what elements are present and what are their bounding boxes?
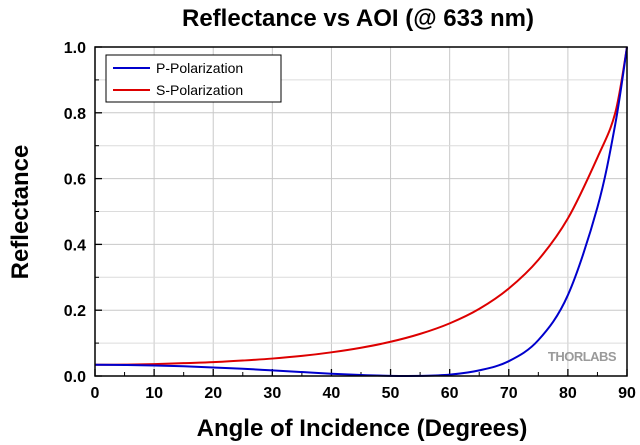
y-tick-label: 0.8 (64, 106, 86, 123)
x-tick-labels: 0 10 20 30 40 50 60 70 80 90 (91, 385, 636, 402)
x-axis-label: Angle of Incidence (Degrees) (197, 415, 528, 442)
y-axis-label: Reflectance (7, 145, 34, 280)
y-tick-labels: 0.0 0.2 0.4 0.6 0.8 1.0 (64, 40, 86, 386)
y-tick-label: 1.0 (64, 40, 86, 57)
x-tick-label: 80 (559, 385, 577, 402)
legend-label-p-polarization: P-Polarization (156, 60, 243, 76)
x-tick-label: 70 (500, 385, 518, 402)
plot-frame (94, 46, 628, 377)
y-tick-label: 0.6 (64, 172, 86, 189)
thorlabs-watermark: THORLABS (548, 349, 617, 364)
x-tick-label: 20 (204, 385, 222, 402)
x-tick-label: 10 (145, 385, 163, 402)
series-line-s-polarization (94, 46, 628, 366)
legend-box (105, 54, 282, 103)
x-tick-label: 0 (91, 385, 100, 402)
y-tick-label: 0.4 (64, 237, 86, 254)
x-tick-label: 40 (323, 385, 341, 402)
y-tick-label: 0.2 (64, 303, 86, 320)
y-tick-label: 0.0 (64, 369, 86, 386)
legend-label-s-polarization: S-Polarization (156, 82, 243, 98)
chart-title: Reflectance vs AOI (@ 633 nm) (182, 5, 534, 32)
x-tick-label: 90 (618, 385, 636, 402)
x-tick-label: 50 (382, 385, 400, 402)
x-tick-label: 30 (263, 385, 281, 402)
legend: P-Polarization S-Polarization (105, 54, 282, 103)
x-tick-label: 60 (441, 385, 459, 402)
